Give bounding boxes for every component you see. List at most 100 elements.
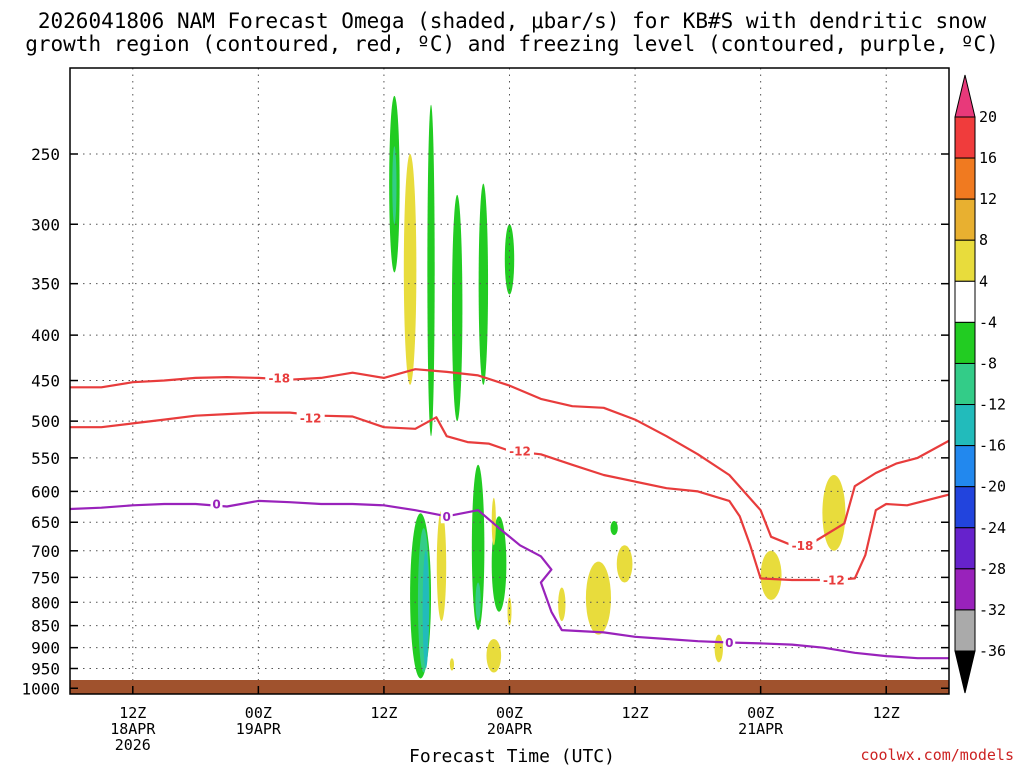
colorbar-label-11: -28 <box>979 560 1006 578</box>
omega-region-14 <box>491 497 496 546</box>
site-credit: coolwx.com/models <box>860 746 1014 764</box>
colorbar-label-9: -20 <box>979 478 1006 496</box>
omega-region-13 <box>491 516 507 612</box>
colorbar-bottom-arrow <box>954 650 976 694</box>
x-tick-label-30-0: 12Z <box>370 704 397 722</box>
omega-region-9 <box>422 550 429 669</box>
colorbar-label-3: 8 <box>979 231 988 249</box>
chart-title-line1: 2026041806 NAM Forecast Omega (shaded, μ… <box>37 9 987 33</box>
y-tick-label-850: 850 <box>31 617 60 636</box>
colorbar-box-6 <box>954 362 976 406</box>
y-tick-label-250: 250 <box>31 145 60 164</box>
contour-label-7: 0 <box>725 636 733 650</box>
omega-region-22 <box>714 634 723 663</box>
x-tick-label-18-1: 19APR <box>236 720 282 738</box>
x-tick-label-54-0: 12Z <box>622 704 649 722</box>
colorbar-box-4 <box>954 280 976 323</box>
contour-label-6: 0 <box>443 510 451 524</box>
x-tick-label-6-2: 2026 <box>115 736 151 754</box>
colorbar-box-2 <box>954 198 976 241</box>
contour-label-bg-2 <box>505 443 534 458</box>
omega-region-6 <box>504 224 515 295</box>
y-tick-label-600: 600 <box>31 482 60 501</box>
omega-region-2 <box>403 153 417 385</box>
colorbar-box-7 <box>954 404 976 447</box>
colorbar-label-4: 4 <box>979 272 988 290</box>
y-tick-label-550: 550 <box>31 449 60 468</box>
y-tick-label-650: 650 <box>31 513 60 532</box>
colorbar-box-1 <box>954 157 976 200</box>
omega-shading-layer <box>389 95 846 679</box>
colorbar-label-6: -8 <box>979 354 997 372</box>
x-tick-label-42-0: 00Z <box>496 704 523 722</box>
omega-region-21 <box>610 521 618 536</box>
omega-region-17 <box>449 658 455 671</box>
contour-label-bg-5 <box>210 497 223 512</box>
omega-region-4 <box>451 194 463 422</box>
colorbar-label-1: 16 <box>979 149 997 167</box>
chart-title-line2: growth region (contoured, red, ºC) and f… <box>25 32 999 56</box>
y-tick-label-900: 900 <box>31 639 60 658</box>
colorbar-label-12: -32 <box>979 601 1006 619</box>
y-tick-label-500: 500 <box>31 412 60 431</box>
y-tick-label-300: 300 <box>31 215 60 234</box>
colorbar-label-5: -4 <box>979 313 997 331</box>
colorbar-label-2: 12 <box>979 190 997 208</box>
contour-line-1 <box>70 411 949 582</box>
colorbar-label-7: -12 <box>979 396 1006 414</box>
y-tick-label-950: 950 <box>31 659 60 678</box>
y-tick-label-1000: 1000 <box>21 679 60 698</box>
omega-region-20 <box>616 545 633 583</box>
contour-label-bg-7 <box>723 635 736 650</box>
omega-region-18 <box>558 587 566 622</box>
contour-label-bg-0 <box>265 370 294 385</box>
colorbar-label-13: -36 <box>979 642 1006 660</box>
y-tick-label-700: 700 <box>31 542 60 561</box>
colorbar-box-12 <box>954 609 976 652</box>
contour-label-bg-6 <box>440 509 453 524</box>
omega-region-24 <box>822 474 846 551</box>
contour-label-2: -12 <box>509 444 531 458</box>
grid-layer <box>70 68 949 694</box>
colorbar-box-0 <box>954 116 976 159</box>
omega-region-15 <box>507 597 512 626</box>
x-tick-label-42-1: 20APR <box>487 720 533 738</box>
colorbar-box-9 <box>954 486 976 529</box>
y-tick-label-450: 450 <box>31 372 60 391</box>
colorbar-box-5 <box>954 321 976 364</box>
colorbar-box-8 <box>954 445 976 488</box>
contour-line-3 <box>70 499 949 660</box>
contour-line-0 <box>70 368 949 547</box>
y-tick-label-350: 350 <box>31 275 60 294</box>
x-tick-label-66-0: 00Z <box>747 704 774 722</box>
colorbar-label-10: -24 <box>979 519 1006 537</box>
contour-label-bg-3 <box>788 538 817 553</box>
x-tick-label-6-0: 12Z <box>119 704 146 722</box>
colorbar: 20 16 12 8 4 -4 -8 -12 -16 -20 -24 -28 -32 -36 <box>954 74 1006 694</box>
contour-label-1: -12 <box>300 412 322 426</box>
omega-region-23 <box>760 550 782 600</box>
contour-label-bg-1 <box>296 411 325 426</box>
omega-region-11 <box>471 464 485 631</box>
y-tick-label-750: 750 <box>31 568 60 587</box>
contour-label-4: -12 <box>823 573 845 587</box>
omega-region-5 <box>478 183 489 385</box>
y-tick-label-800: 800 <box>31 593 60 612</box>
x-axis-label: Forecast Time (UTC) <box>409 746 615 767</box>
contour-label-0: -18 <box>268 371 290 385</box>
contour-label-3: -18 <box>792 539 814 553</box>
colorbar-label-8: -16 <box>979 437 1006 455</box>
x-tick-label-66-1: 21APR <box>738 720 784 738</box>
y-axis: 250 300 350 400 450 500 550 600 650 700 750 800 850 9… <box>21 145 949 698</box>
x-tick-label-78-0: 12Z <box>873 704 900 722</box>
colorbar-label-0: 20 <box>979 108 997 126</box>
omega-region-19 <box>585 561 612 635</box>
contour-label-layer: -18 -12 -12 -18 -12 0 0 0 <box>210 370 848 650</box>
omega-region-3 <box>427 104 435 437</box>
colorbar-box-3 <box>954 239 976 282</box>
contour-label-5: 0 <box>212 498 220 512</box>
y-tick-label-400: 400 <box>31 326 60 345</box>
colorbar-box-10 <box>954 527 976 570</box>
